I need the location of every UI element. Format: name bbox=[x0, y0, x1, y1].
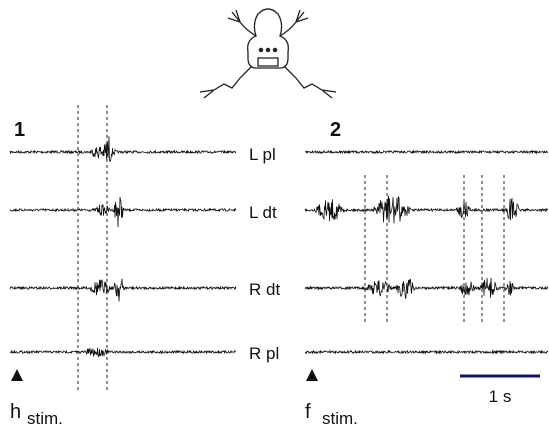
stim-marker bbox=[11, 369, 23, 381]
channel-label: R dt bbox=[249, 280, 280, 299]
stim-text: stim. bbox=[27, 409, 63, 428]
emg-trace bbox=[305, 151, 548, 153]
figure: 1 2 L pl L dt R dt R pl h stim. f stim. … bbox=[0, 0, 549, 433]
dotted-lines bbox=[78, 105, 504, 390]
emg-trace bbox=[10, 136, 236, 161]
emg-trace bbox=[10, 197, 236, 227]
stim-text: stim. bbox=[322, 409, 358, 428]
emg-trace bbox=[305, 278, 548, 299]
emg-trace bbox=[10, 348, 236, 357]
channel-label: R pl bbox=[249, 344, 279, 363]
emg-trace bbox=[305, 351, 548, 353]
channel-label: L dt bbox=[249, 203, 277, 222]
frog-icon bbox=[200, 9, 336, 98]
emg-trace bbox=[305, 196, 548, 224]
panel-label: 1 bbox=[14, 119, 25, 141]
scale-label: 1 s bbox=[489, 387, 512, 406]
stim-letter: h bbox=[10, 401, 21, 423]
traces bbox=[10, 136, 548, 356]
emg-trace bbox=[10, 279, 236, 302]
stim-letter: f bbox=[305, 401, 311, 423]
stim-marker bbox=[306, 369, 318, 381]
channel-label: L pl bbox=[249, 145, 276, 164]
panel-label: 2 bbox=[330, 119, 341, 141]
